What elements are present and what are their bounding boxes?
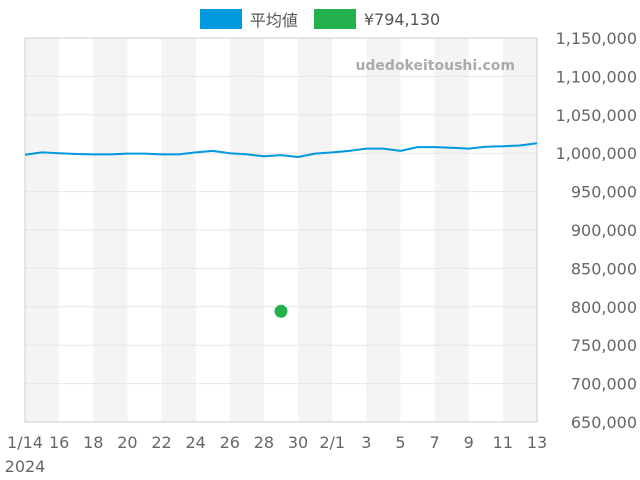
x-tick-label: 9 [464, 433, 474, 452]
x-tick-label: 13 [527, 433, 547, 452]
price-point [274, 304, 288, 318]
x-tick-label: 18 [83, 433, 103, 452]
y-tick-label: 800,000 [571, 298, 637, 317]
x-tick-label: 22 [151, 433, 171, 452]
average-price-line [24, 142, 538, 158]
y-tick-label: 900,000 [571, 221, 637, 240]
x-tick-label: 3 [361, 433, 371, 452]
y-tick-label: 1,150,000 [556, 29, 637, 48]
y-tick-label: 650,000 [571, 413, 637, 432]
legend-swatch-average [199, 9, 242, 29]
x-tick-label: 20 [117, 433, 137, 452]
legend-label-average: 平均値 [249, 11, 298, 30]
legend: 平均値 ¥794,130 [0, 7, 640, 31]
y-tick-label: 1,100,000 [556, 67, 637, 86]
x-tick-label: 7 [430, 433, 440, 452]
plot-border [24, 37, 538, 423]
y-tick-label: 700,000 [571, 375, 637, 394]
x-tick-label: 1/14 [7, 433, 43, 452]
x-tick-label: 16 [49, 433, 69, 452]
y-tick-label: 950,000 [571, 183, 637, 202]
x-tick-label: 5 [395, 433, 405, 452]
x-tick-sublabel: 2024 [5, 457, 46, 476]
x-tick-label: 30 [288, 433, 308, 452]
x-tick-label: 24 [185, 433, 205, 452]
y-tick-label: 850,000 [571, 259, 637, 278]
legend-label-price: ¥794,130 [363, 9, 441, 29]
y-tick-label: 1,050,000 [556, 106, 637, 125]
x-tick-label: 28 [254, 433, 274, 452]
y-tick-label: 750,000 [571, 336, 637, 355]
x-tick-label: 11 [493, 433, 513, 452]
x-tick-label: 26 [220, 433, 240, 452]
legend-swatch-price [313, 9, 356, 29]
watermark-text: udedokeitoushi.com [355, 58, 515, 74]
legend-item-price[interactable]: ¥794,130 [313, 9, 441, 29]
x-tick-label: 2/1 [319, 433, 345, 452]
legend-item-average[interactable]: 平均値 [199, 7, 298, 31]
y-tick-label: 1,000,000 [556, 144, 637, 163]
